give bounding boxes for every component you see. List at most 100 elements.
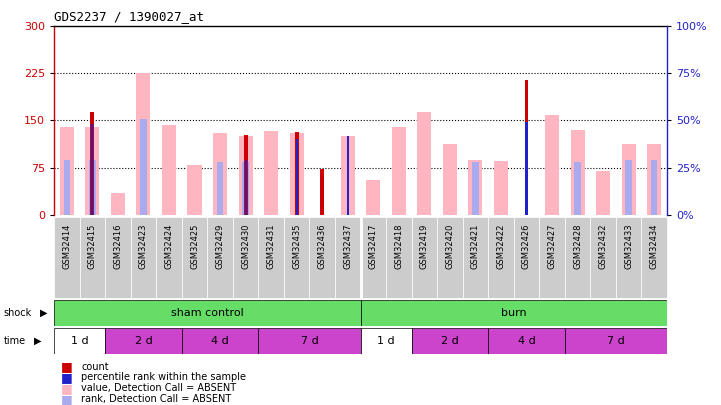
Text: count: count: [81, 362, 109, 371]
Bar: [392, 127, 406, 215]
Bar: [290, 133, 304, 215]
Text: GSM32426: GSM32426: [522, 223, 531, 269]
Text: GSM32436: GSM32436: [318, 223, 327, 269]
Bar: [386, 217, 412, 298]
Bar: [488, 217, 514, 298]
Bar: [136, 73, 151, 215]
Text: ■: ■: [61, 393, 73, 405]
Bar: [162, 125, 176, 215]
Bar: [105, 217, 131, 298]
Bar: [63, 160, 70, 215]
Bar: [244, 160, 247, 215]
Text: ▶: ▶: [34, 336, 41, 346]
Text: GSM32425: GSM32425: [190, 223, 199, 269]
Bar: [233, 217, 258, 298]
Bar: [513, 217, 539, 298]
Text: GSM32428: GSM32428: [573, 223, 582, 269]
Bar: [412, 328, 488, 354]
Bar: [472, 162, 479, 215]
Text: percentile rank within the sample: percentile rank within the sample: [81, 373, 247, 382]
Bar: [208, 217, 233, 298]
Bar: [443, 144, 457, 215]
Text: shock: shock: [4, 308, 32, 318]
Bar: [320, 169, 324, 215]
Bar: [488, 328, 565, 354]
Text: GSM32427: GSM32427: [547, 223, 557, 269]
Bar: [264, 131, 278, 215]
Bar: [85, 127, 99, 215]
Bar: [347, 136, 349, 215]
Bar: [79, 217, 105, 298]
Bar: [565, 217, 590, 298]
Bar: [341, 136, 355, 215]
Bar: [437, 217, 463, 298]
Text: GSM32437: GSM32437: [343, 223, 353, 269]
Bar: [412, 217, 437, 298]
Text: 1 d: 1 d: [71, 336, 89, 346]
Text: GSM32420: GSM32420: [446, 223, 454, 269]
Text: GSM32423: GSM32423: [139, 223, 148, 269]
Text: GSM32422: GSM32422: [497, 223, 505, 269]
Bar: [539, 217, 565, 298]
Bar: [60, 127, 74, 215]
Bar: [335, 217, 360, 298]
Text: 7 d: 7 d: [607, 336, 624, 346]
Text: GSM32416: GSM32416: [113, 223, 123, 269]
Bar: [244, 135, 247, 215]
Bar: [217, 162, 224, 215]
Text: 2 d: 2 d: [441, 336, 459, 346]
Text: burn: burn: [501, 308, 526, 318]
Text: GSM32419: GSM32419: [420, 223, 429, 269]
Bar: [596, 171, 610, 215]
Text: GSM32433: GSM32433: [624, 223, 633, 269]
Text: 1 d: 1 d: [377, 336, 395, 346]
Text: GSM32414: GSM32414: [62, 223, 71, 269]
Bar: [360, 328, 412, 354]
Bar: [525, 80, 528, 215]
Text: ■: ■: [61, 382, 73, 395]
Bar: [54, 328, 105, 354]
Bar: [545, 115, 559, 215]
Bar: [494, 161, 508, 215]
Bar: [565, 328, 667, 354]
Text: ■: ■: [61, 371, 73, 384]
Text: 2 d: 2 d: [135, 336, 152, 346]
Bar: [54, 217, 79, 298]
Bar: [242, 162, 249, 215]
Text: GSM32429: GSM32429: [216, 223, 224, 269]
Bar: [651, 160, 658, 215]
Bar: [92, 124, 94, 215]
Bar: [295, 132, 298, 215]
Bar: [360, 300, 667, 326]
Bar: [625, 160, 632, 215]
Bar: [258, 328, 360, 354]
Bar: [284, 217, 309, 298]
Bar: [187, 165, 202, 215]
Bar: [156, 217, 182, 298]
Text: GSM32435: GSM32435: [292, 223, 301, 269]
Text: GSM32432: GSM32432: [598, 223, 608, 269]
Text: 4 d: 4 d: [518, 336, 536, 346]
Bar: [131, 217, 156, 298]
Text: GDS2237 / 1390027_at: GDS2237 / 1390027_at: [54, 10, 204, 23]
Bar: [105, 328, 182, 354]
Text: ■: ■: [61, 360, 73, 373]
Bar: [526, 122, 528, 215]
Text: GSM32434: GSM32434: [650, 223, 659, 269]
Bar: [360, 217, 386, 298]
Text: rank, Detection Call = ABSENT: rank, Detection Call = ABSENT: [81, 394, 231, 404]
Bar: [258, 217, 284, 298]
Bar: [90, 112, 94, 215]
Bar: [575, 162, 580, 215]
Bar: [642, 217, 667, 298]
Text: time: time: [4, 336, 26, 346]
Text: GSM32417: GSM32417: [368, 223, 378, 269]
Bar: [239, 136, 252, 215]
Bar: [182, 217, 208, 298]
Text: sham control: sham control: [171, 308, 244, 318]
Bar: [590, 217, 616, 298]
Text: GSM32430: GSM32430: [241, 223, 250, 269]
Bar: [616, 217, 642, 298]
Text: GSM32418: GSM32418: [394, 223, 403, 269]
Bar: [417, 112, 431, 215]
